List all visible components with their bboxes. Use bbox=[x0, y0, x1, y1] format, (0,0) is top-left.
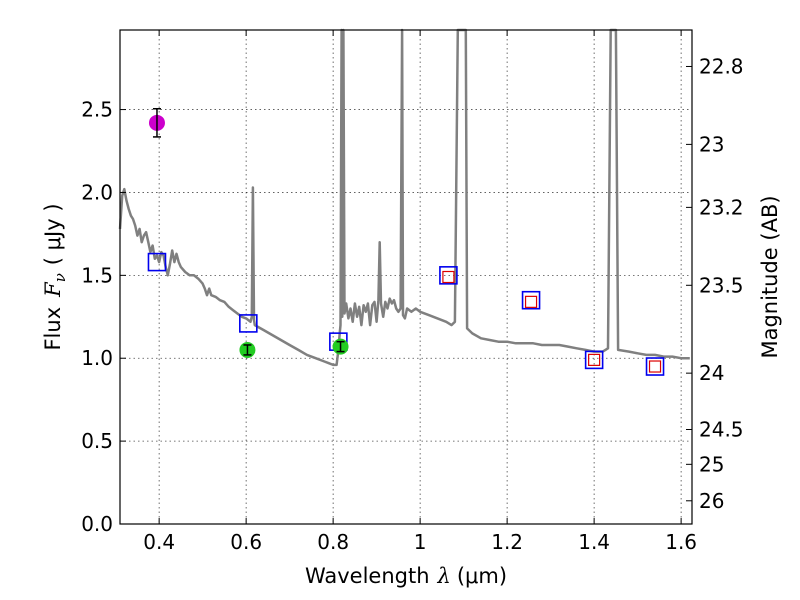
mag-tick-label: 23.2 bbox=[699, 195, 744, 219]
y-axis-label-symbol: F bbox=[41, 281, 65, 298]
y2-axis-label: Magnitude (AB) bbox=[758, 195, 782, 358]
y-tick-label: 0.0 bbox=[81, 512, 113, 536]
y-axis-label-prefix: Flux bbox=[41, 307, 65, 351]
y-axis-label-unit: ( μJy ) bbox=[41, 203, 65, 265]
mag-tick-label: 23 bbox=[699, 132, 724, 156]
mag-tick-label: 24 bbox=[699, 361, 724, 385]
y-tick-label: 0.5 bbox=[81, 429, 113, 453]
model-photometry-square bbox=[439, 266, 458, 285]
axis-ticks: 0.4 0.6 0.8 1 1.2 1.4 1.6 0.0 0.5 1.0 1.5 2.0 2.5 22.… bbox=[81, 30, 744, 554]
observed-photometry-square bbox=[588, 353, 601, 366]
plot-frame bbox=[119, 29, 693, 525]
y-axis-label: Flux Fν ( μJy ) bbox=[41, 203, 69, 350]
model-photometry-square bbox=[239, 314, 258, 333]
x-axis-label-symbol: λ bbox=[437, 564, 451, 588]
y-tick-label: 2.0 bbox=[81, 180, 113, 204]
x-tick-label: 0.6 bbox=[230, 530, 262, 554]
model-photometry-square bbox=[584, 350, 604, 370]
x-tick-label: 1.2 bbox=[491, 530, 523, 554]
x-tick-label: 1.6 bbox=[665, 530, 697, 554]
mag-tick-label: 23.5 bbox=[699, 273, 744, 297]
y-axis-label-subscript: ν bbox=[51, 273, 69, 282]
x-axis-label: Wavelength λ (μm) bbox=[305, 564, 507, 588]
observed-photometry-square bbox=[524, 295, 538, 308]
model-photometry-square bbox=[645, 357, 665, 376]
y-tick-label: 1.0 bbox=[81, 346, 113, 370]
grid bbox=[120, 30, 692, 525]
x-axis-label-prefix: Wavelength bbox=[305, 564, 430, 588]
mag-tick-label: 24.5 bbox=[699, 418, 744, 442]
photometry-markers bbox=[147, 107, 665, 376]
x-tick-label: 0.8 bbox=[317, 530, 349, 554]
y-tick-label: 2.5 bbox=[81, 98, 113, 122]
x-tick-label: 1 bbox=[414, 530, 427, 554]
x-tick-label: 1.4 bbox=[578, 530, 610, 554]
mag-tick-label: 26 bbox=[699, 489, 724, 513]
observed-photometry-square bbox=[648, 360, 662, 373]
x-axis-label-unit: (μm) bbox=[457, 564, 507, 588]
x-tick-label: 0.4 bbox=[143, 530, 175, 554]
mag-tick-label: 22.8 bbox=[699, 54, 744, 78]
mag-tick-label: 25 bbox=[699, 452, 724, 476]
y-tick-label: 1.5 bbox=[81, 263, 113, 287]
observed-photometry-square bbox=[442, 270, 455, 284]
sed-model-line bbox=[118, 28, 690, 367]
model-photometry-square bbox=[521, 290, 541, 310]
model-photometry-square bbox=[147, 252, 167, 272]
sed-curve-layer bbox=[118, 28, 690, 367]
